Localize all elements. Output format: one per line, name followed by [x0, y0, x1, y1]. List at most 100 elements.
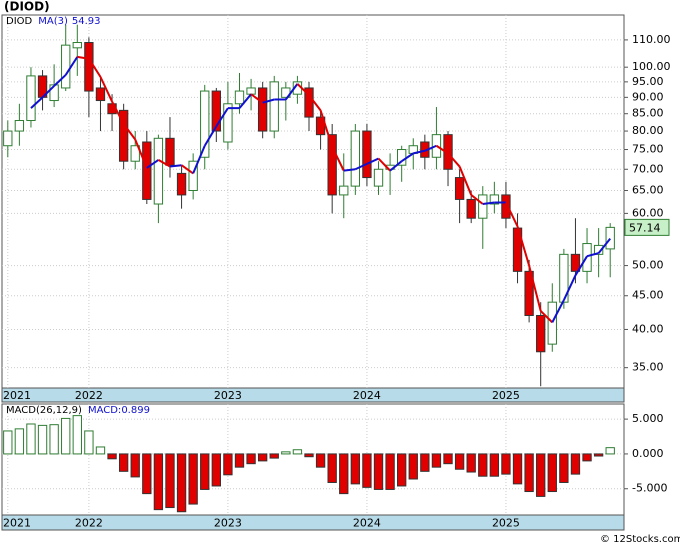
y-tick-label: 75.00: [632, 143, 664, 156]
legend-ma-value: 54.93: [72, 16, 101, 27]
x-axis-strip: [1, 514, 625, 531]
legend-symbol: DIOD: [6, 16, 33, 27]
ma-line: [285, 83, 299, 101]
y-tick-label: 80.00: [632, 124, 664, 137]
ma-line: [215, 107, 229, 127]
last-price-box: [624, 218, 670, 236]
macd-bar: [95, 446, 106, 455]
candle-body: [234, 90, 245, 105]
macd-bar: [431, 453, 442, 468]
y-tick-label: 90.00: [632, 90, 664, 103]
macd-bar: [327, 453, 337, 483]
candle-body: [84, 42, 94, 92]
ma-line: [528, 265, 542, 312]
y-tick-label: 70.00: [632, 162, 664, 175]
candle-body: [350, 130, 361, 187]
last-price-label: 57.14: [629, 221, 661, 234]
ma-line: [77, 55, 90, 60]
ma-line: [111, 101, 125, 125]
ma-line: [377, 157, 391, 172]
ma-line: [262, 98, 275, 104]
y-tick-label: 95.00: [632, 75, 664, 88]
legend-ma-name: MA(3): [38, 16, 68, 27]
candle-body: [443, 134, 453, 170]
macd-bar: [142, 453, 152, 495]
y-tick-label: 100.00: [632, 60, 671, 73]
footer: © 12Stocks.com: [600, 534, 680, 545]
macd-bar: [304, 453, 314, 458]
ma-line: [354, 162, 368, 171]
legend-name: MACD(26,12,9): [6, 405, 82, 416]
macd-bar: [176, 453, 187, 513]
x-tick-label: 2025: [492, 517, 520, 530]
ma-line: [435, 144, 449, 155]
candle-body: [211, 90, 221, 132]
ma-line: [308, 94, 322, 111]
macd-bar: [489, 453, 500, 477]
macd-bar: [188, 453, 198, 505]
y-tick-label: 60.00: [632, 206, 664, 219]
ma-line: [134, 139, 148, 169]
candle-body: [327, 134, 337, 196]
ma-line: [88, 58, 102, 78]
ma-line: [366, 157, 379, 165]
macd-bar: [234, 453, 245, 468]
ma-line: [99, 76, 113, 103]
candle-body: [3, 130, 13, 147]
macd-bar: [559, 453, 569, 483]
macd-bar: [373, 453, 384, 490]
macd-bar: [200, 453, 210, 490]
x-tick-label: 2023: [214, 389, 242, 402]
macd-bar: [165, 453, 175, 509]
macd-bar: [130, 453, 140, 478]
x-tick-label: 2023: [214, 517, 242, 530]
legend-value: 0.899: [121, 405, 150, 416]
chart-title: (DIOD): [4, 0, 50, 14]
ma-line: [343, 168, 356, 172]
macd-bar: [292, 449, 303, 455]
candle-body: [304, 87, 314, 118]
macd-bar: [443, 453, 453, 465]
ma-line: [169, 164, 182, 168]
ma-line: [30, 96, 44, 109]
candle-body: [118, 109, 129, 162]
x-tick-label: 2021: [3, 389, 31, 402]
x-tick-label: 2022: [75, 517, 103, 530]
macd-bar: [3, 430, 13, 455]
ma-line: [41, 85, 55, 99]
plot-frame: [1, 14, 625, 403]
x-tick-label: 2021: [3, 517, 31, 530]
candle-body: [200, 90, 210, 158]
ma-line: [516, 226, 531, 266]
macd-bar: [281, 451, 291, 455]
candle-body: [362, 130, 372, 179]
macd-bar: [315, 453, 326, 468]
candle-body: [176, 172, 187, 196]
ma-line: [424, 144, 437, 152]
candle-body: [14, 120, 25, 132]
ma-line: [238, 93, 252, 109]
candle-body: [489, 194, 500, 205]
legend: MACD(26,12,9) MACD:0.899: [6, 405, 150, 416]
macd-bar: [257, 453, 268, 462]
x-tick-label: 2022: [75, 389, 103, 402]
candle-body: [478, 194, 488, 219]
candle-body: [570, 253, 581, 272]
ma-line: [505, 202, 519, 227]
candle-body: [165, 137, 175, 166]
ma-line: [180, 164, 194, 175]
macd-bar: [420, 453, 430, 472]
candle-body: [223, 103, 233, 143]
ma-line: [389, 160, 403, 172]
macd-bar: [466, 453, 476, 473]
candle-body: [257, 87, 268, 132]
y-tick-label: 45.00: [632, 289, 664, 302]
macd-bar: [14, 428, 25, 455]
ma-line: [122, 123, 137, 141]
macd-bar: [582, 453, 592, 462]
x-tick-label: 2024: [353, 517, 381, 530]
candle-body: [142, 141, 152, 200]
macd-bar: [547, 453, 557, 493]
ma-line: [319, 110, 334, 148]
candle-body: [26, 75, 36, 122]
